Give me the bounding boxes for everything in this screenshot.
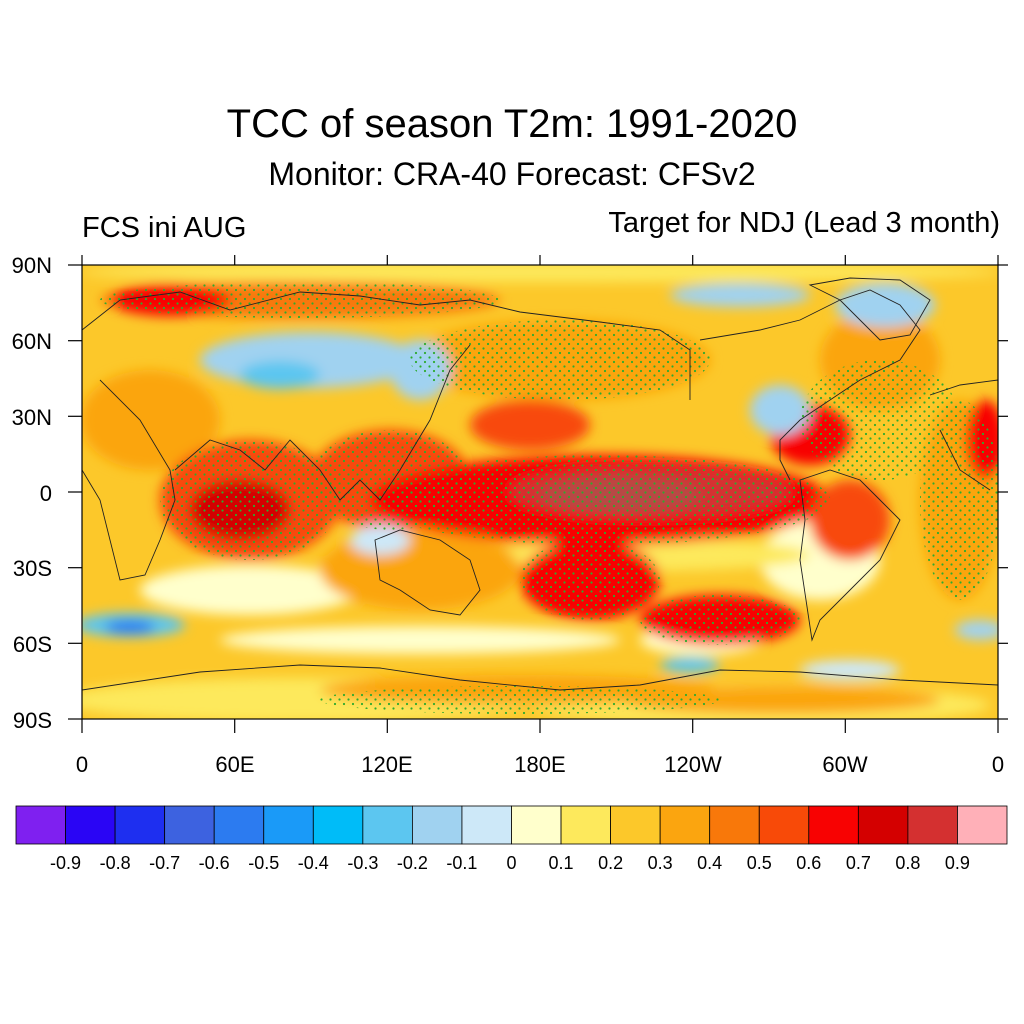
colorbar-label: 0.8 bbox=[895, 853, 921, 873]
lon-label: 180E bbox=[514, 752, 566, 777]
colorbar-swatch bbox=[511, 805, 562, 845]
region-blue bbox=[105, 620, 155, 634]
lon-label: 0 bbox=[75, 752, 89, 777]
figure-title: TCC of season T2m: 1991-2020 bbox=[226, 102, 798, 146]
colorbar-swatch bbox=[659, 805, 711, 845]
colorbar-label: -0.5 bbox=[248, 853, 280, 873]
lat-label: 60S bbox=[12, 632, 52, 657]
region-light bbox=[220, 626, 620, 654]
colorbar-label: -0.4 bbox=[297, 853, 329, 873]
colorbar-label: -0.9 bbox=[50, 853, 82, 873]
significance-stipple bbox=[640, 595, 800, 645]
colorbar-label: 0 bbox=[506, 853, 517, 873]
colorbar-swatch bbox=[362, 805, 413, 845]
significance-stipple bbox=[100, 282, 500, 318]
region-light bbox=[140, 565, 360, 615]
colorbar-swatch bbox=[808, 805, 859, 845]
lon-label: 60E bbox=[215, 752, 255, 777]
region-blue bbox=[670, 283, 810, 307]
colorbar-label: 0.7 bbox=[845, 853, 871, 873]
colorbar-label: 0.9 bbox=[944, 853, 970, 873]
colorbar-label: -0.7 bbox=[149, 853, 181, 873]
lon-label: 120W bbox=[664, 752, 722, 777]
lat-ticks bbox=[68, 264, 1008, 720]
region-blue bbox=[955, 620, 998, 640]
colorbar-swatch bbox=[411, 805, 463, 845]
lon-label: 0 bbox=[991, 752, 1005, 777]
colorbar-label: 0.5 bbox=[746, 853, 772, 873]
colorbar-label: 0.1 bbox=[548, 853, 574, 873]
region-blue bbox=[750, 385, 810, 435]
region-blue bbox=[240, 361, 320, 389]
lat-label: 90S bbox=[12, 708, 52, 733]
significance-stipple bbox=[520, 540, 660, 620]
region-light bbox=[82, 265, 998, 282]
colorbar-label: -0.6 bbox=[198, 853, 230, 873]
significance-stipple bbox=[920, 400, 998, 600]
lat-label: 90N bbox=[11, 253, 52, 278]
colorbar-swatch bbox=[164, 805, 215, 845]
significance-stipple bbox=[370, 455, 830, 545]
colorbar-label: 0.3 bbox=[647, 853, 673, 873]
lat-label: 0 bbox=[39, 481, 52, 506]
significance-stipple bbox=[160, 440, 340, 560]
colorbar-label: 0.6 bbox=[796, 853, 822, 873]
colorbar-swatch bbox=[312, 805, 364, 845]
colorbar-label: -0.3 bbox=[347, 853, 379, 873]
colorbar-swatch bbox=[461, 805, 512, 845]
significance-stipple bbox=[320, 686, 720, 714]
colorbar-swatch bbox=[560, 805, 611, 845]
region-orange bbox=[620, 686, 940, 714]
colorbar-swatch bbox=[758, 805, 810, 845]
significance-stipple bbox=[410, 320, 710, 400]
colorbar-swatch bbox=[65, 805, 116, 845]
significance-stipple bbox=[310, 430, 470, 530]
figure-subtitle: Monitor: CRA-40 Forecast: CFSv2 bbox=[268, 156, 756, 192]
lon-label: 120E bbox=[361, 752, 413, 777]
colorbar-swatch bbox=[610, 805, 661, 845]
left-label: FCS ini AUG bbox=[82, 212, 247, 244]
coastlines bbox=[82, 277, 998, 691]
significance-stipple bbox=[800, 360, 960, 480]
colorbar-swatch bbox=[957, 805, 1008, 845]
region-red bbox=[470, 400, 590, 450]
colorbar-label: 0.2 bbox=[598, 853, 624, 873]
region-blue bbox=[835, 283, 935, 327]
colorbar-label: 0.4 bbox=[697, 853, 723, 873]
colorbar-swatch bbox=[857, 805, 909, 845]
lat-label: 30N bbox=[11, 405, 52, 430]
colorbar-swatch bbox=[263, 805, 314, 845]
colorbar-label: -0.2 bbox=[396, 853, 428, 873]
colorbar-label: -0.8 bbox=[99, 853, 131, 873]
colorbar-swatch bbox=[15, 805, 66, 845]
region-blue bbox=[800, 660, 900, 680]
lon-label: 60W bbox=[822, 752, 868, 777]
lat-label: 30S bbox=[12, 556, 52, 581]
colorbar-label: -0.1 bbox=[446, 853, 478, 873]
lon-ticks bbox=[81, 255, 999, 733]
colorbar-swatch bbox=[114, 805, 166, 845]
colorbar-swatch bbox=[907, 805, 958, 845]
right-label: Target for NDJ (Lead 3 month) bbox=[608, 207, 1000, 239]
region-blue bbox=[350, 525, 410, 555]
colorbar-swatch bbox=[213, 805, 265, 845]
colorbar-swatch bbox=[709, 805, 760, 845]
region-blue bbox=[660, 657, 720, 673]
region-orange bbox=[82, 370, 220, 470]
lat-label: 60N bbox=[11, 329, 52, 354]
